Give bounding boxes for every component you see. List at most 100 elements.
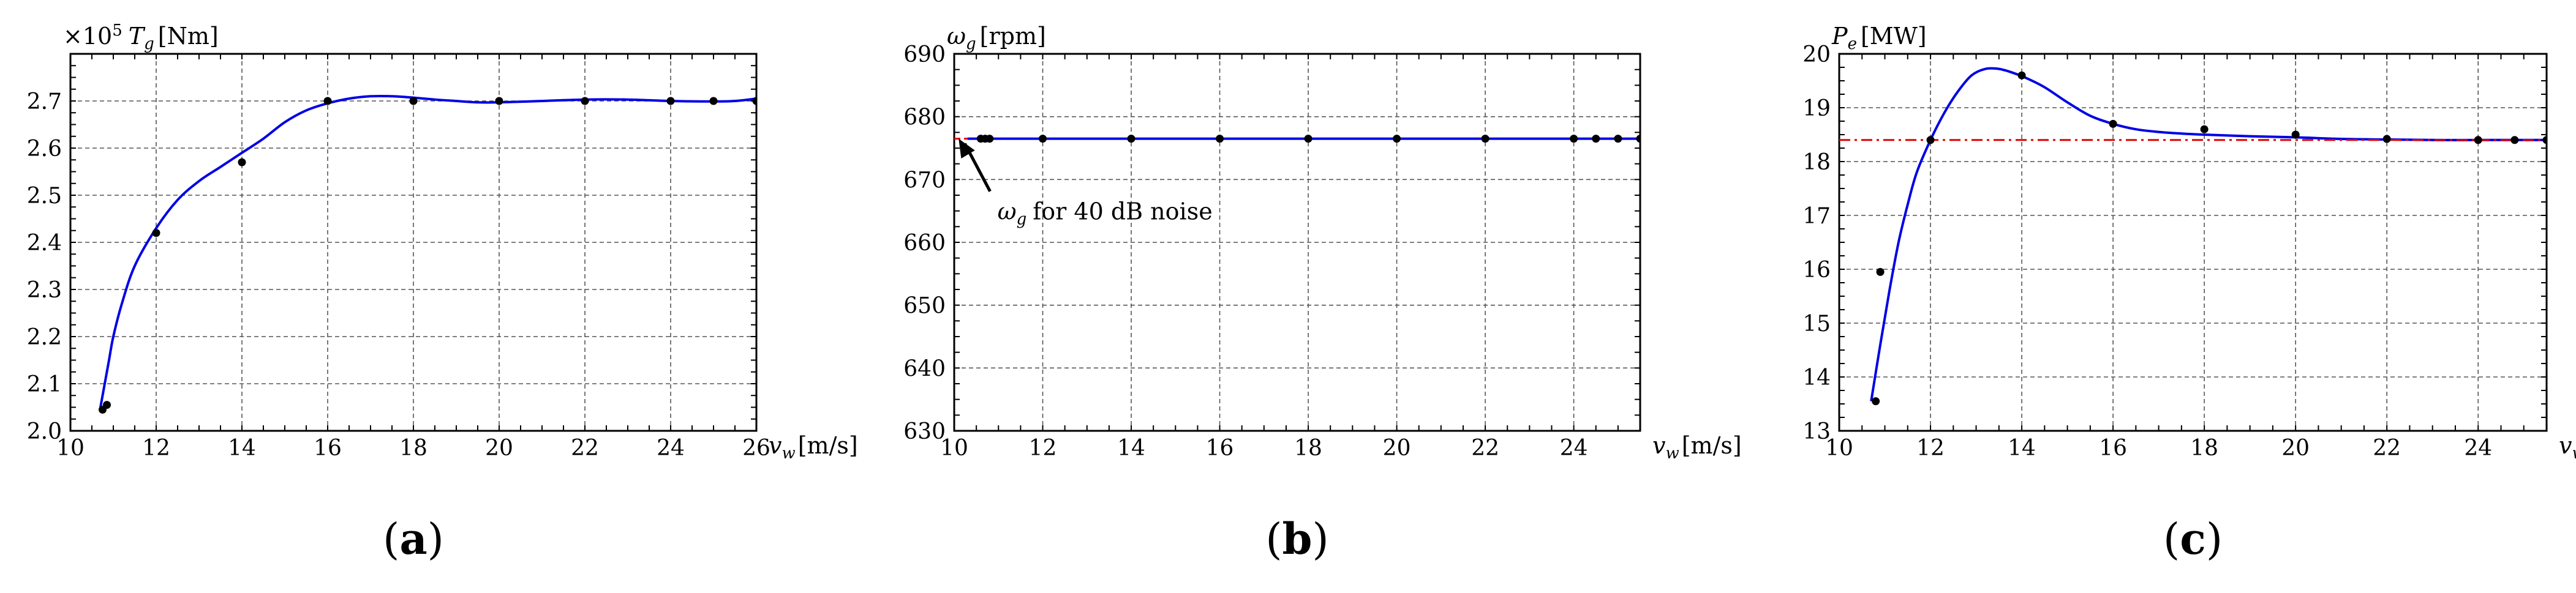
data-point xyxy=(1636,135,1640,143)
y-tick-label: 16 xyxy=(1802,258,1831,283)
y-tick-label: 660 xyxy=(903,231,946,256)
x-tick-label: 24 xyxy=(2464,436,2492,461)
x-tick-label: 22 xyxy=(571,436,599,461)
plot-area xyxy=(1839,67,2547,406)
panel-label-open: ( xyxy=(383,514,399,564)
x-axis-symbol: v xyxy=(2559,432,2572,459)
y-tick-label: 15 xyxy=(1802,311,1831,337)
chart-panel-b: 10 12 14 16 18 20 22 24630640650660670680690vw[… xyxy=(903,23,1741,564)
data-point xyxy=(1481,135,1489,143)
data-point xyxy=(2542,136,2547,144)
x-tick-label: 12 xyxy=(1029,436,1057,461)
data-point xyxy=(2382,135,2391,143)
x-tick-label: 24 xyxy=(657,436,685,461)
annotation-arrow-head xyxy=(958,138,975,159)
data-point xyxy=(1872,397,1880,406)
y-tick-label: 2.2 xyxy=(27,325,62,350)
y-tick-label: 2.1 xyxy=(27,372,62,397)
x-axis-subscript: w xyxy=(2572,444,2576,463)
data-point xyxy=(2291,130,2300,139)
panel-label: (c) xyxy=(2163,513,2223,564)
y-axis-unit: [Nm] xyxy=(158,23,219,50)
x-tick-label: 24 xyxy=(1560,436,1588,461)
x-tick-label: 10 xyxy=(56,436,85,461)
panel-label-close: ) xyxy=(2206,514,2223,564)
data-point xyxy=(103,401,111,409)
x-axis-subscript: w xyxy=(1665,444,1679,463)
data-point xyxy=(2017,71,2026,80)
x-tick-label: 22 xyxy=(1471,436,1499,461)
y-axis-title: ×105 Tg [Nm] xyxy=(63,21,219,53)
x-axis-title: vw[m/s] xyxy=(1652,432,1742,463)
data-point xyxy=(709,97,718,105)
x-tick-label: 10 xyxy=(1825,436,1853,461)
x-tick-label: 14 xyxy=(1117,436,1145,461)
y-tick-label: 2.7 xyxy=(27,89,62,114)
y-tick-label: 690 xyxy=(903,42,946,67)
data-point xyxy=(2510,136,2519,144)
y-axis-symbol: P xyxy=(1831,23,1848,50)
chart-panel-c: 10 12 14 16 18 20 22 24 13 14 15 16 17 18 19 20 vw[m/s] P… xyxy=(1802,23,2576,564)
data-point xyxy=(2474,136,2482,144)
x-axis-unit: [m/s] xyxy=(798,432,858,459)
x-tick-label: 20 xyxy=(485,436,513,461)
x-tick-label: 18 xyxy=(2190,436,2218,461)
y-tick-label: 18 xyxy=(1802,150,1831,175)
series-fitted-curve xyxy=(1870,67,2547,401)
data-point xyxy=(495,97,503,105)
x-tick-label: 18 xyxy=(1294,436,1322,461)
data-point xyxy=(238,158,246,166)
x-tick-label: 26 xyxy=(742,436,770,461)
panel-label-open: ( xyxy=(1265,514,1282,564)
x-axis-symbol: v xyxy=(1652,432,1666,459)
data-point xyxy=(1127,135,1135,143)
y-tick-label: 680 xyxy=(903,105,946,130)
x-tick-label: 16 xyxy=(2099,436,2127,461)
x-tick-label: 16 xyxy=(1206,436,1234,461)
y-axis-symbol: T xyxy=(129,23,146,50)
y-tick-label: 2.4 xyxy=(27,231,62,256)
x-axis-subscript: w xyxy=(781,444,795,463)
x-tick-label: 18 xyxy=(399,436,427,461)
y-tick-label: 2.5 xyxy=(27,184,62,209)
y-axis-subscript: g xyxy=(966,35,976,53)
y-axis-exponent: 5 xyxy=(112,21,122,40)
data-point xyxy=(1570,135,1578,143)
data-point xyxy=(2109,119,2117,128)
panel-label: (b) xyxy=(1265,513,1329,564)
y-tick-label: 17 xyxy=(1802,204,1831,229)
data-point xyxy=(1614,135,1622,143)
y-tick-label: 2.6 xyxy=(27,136,62,162)
y-tick-label: 19 xyxy=(1802,96,1831,121)
data-point xyxy=(2200,125,2209,133)
data-point xyxy=(1039,135,1047,143)
x-axis-unit: [m/s] xyxy=(1682,432,1742,459)
y-tick-label: 2.3 xyxy=(27,278,62,303)
y-axis-multiplier: ×10 xyxy=(63,23,112,50)
annotation-symbol: ω xyxy=(998,198,1017,225)
x-tick-label: 16 xyxy=(314,436,342,461)
y-axis-unit: [rpm] xyxy=(980,23,1046,50)
y-tick-label: 650 xyxy=(903,294,946,319)
y-tick-label: 13 xyxy=(1802,419,1831,444)
y-axis-unit: [MW] xyxy=(1861,23,1927,50)
data-point xyxy=(409,97,418,105)
y-axis-symbol: ω xyxy=(947,23,966,50)
x-axis-title: vw[m/s] xyxy=(2559,432,2576,463)
data-point xyxy=(985,135,994,143)
y-tick-label: 14 xyxy=(1802,365,1831,390)
panel-label-letter: a xyxy=(399,513,427,564)
panel-label-close: ) xyxy=(1312,514,1328,564)
y-axis-subscript: e xyxy=(1848,35,1857,53)
x-tick-label: 20 xyxy=(1383,436,1411,461)
plot-area xyxy=(99,94,756,414)
chart-panel-a: 10 12 14 16 18 20 22 24 26 2.0 2.1 2.2 2.3 2.4 2.5 2.6 2… xyxy=(27,21,858,564)
data-point xyxy=(323,97,332,105)
data-point xyxy=(752,97,756,105)
data-point xyxy=(1304,135,1312,143)
panel-label-letter: b xyxy=(1282,513,1312,564)
annotation-text: ωg for 40 dB noise xyxy=(998,198,1213,229)
data-point xyxy=(1216,135,1224,143)
data-point xyxy=(1926,136,1935,144)
data-point xyxy=(152,229,160,237)
